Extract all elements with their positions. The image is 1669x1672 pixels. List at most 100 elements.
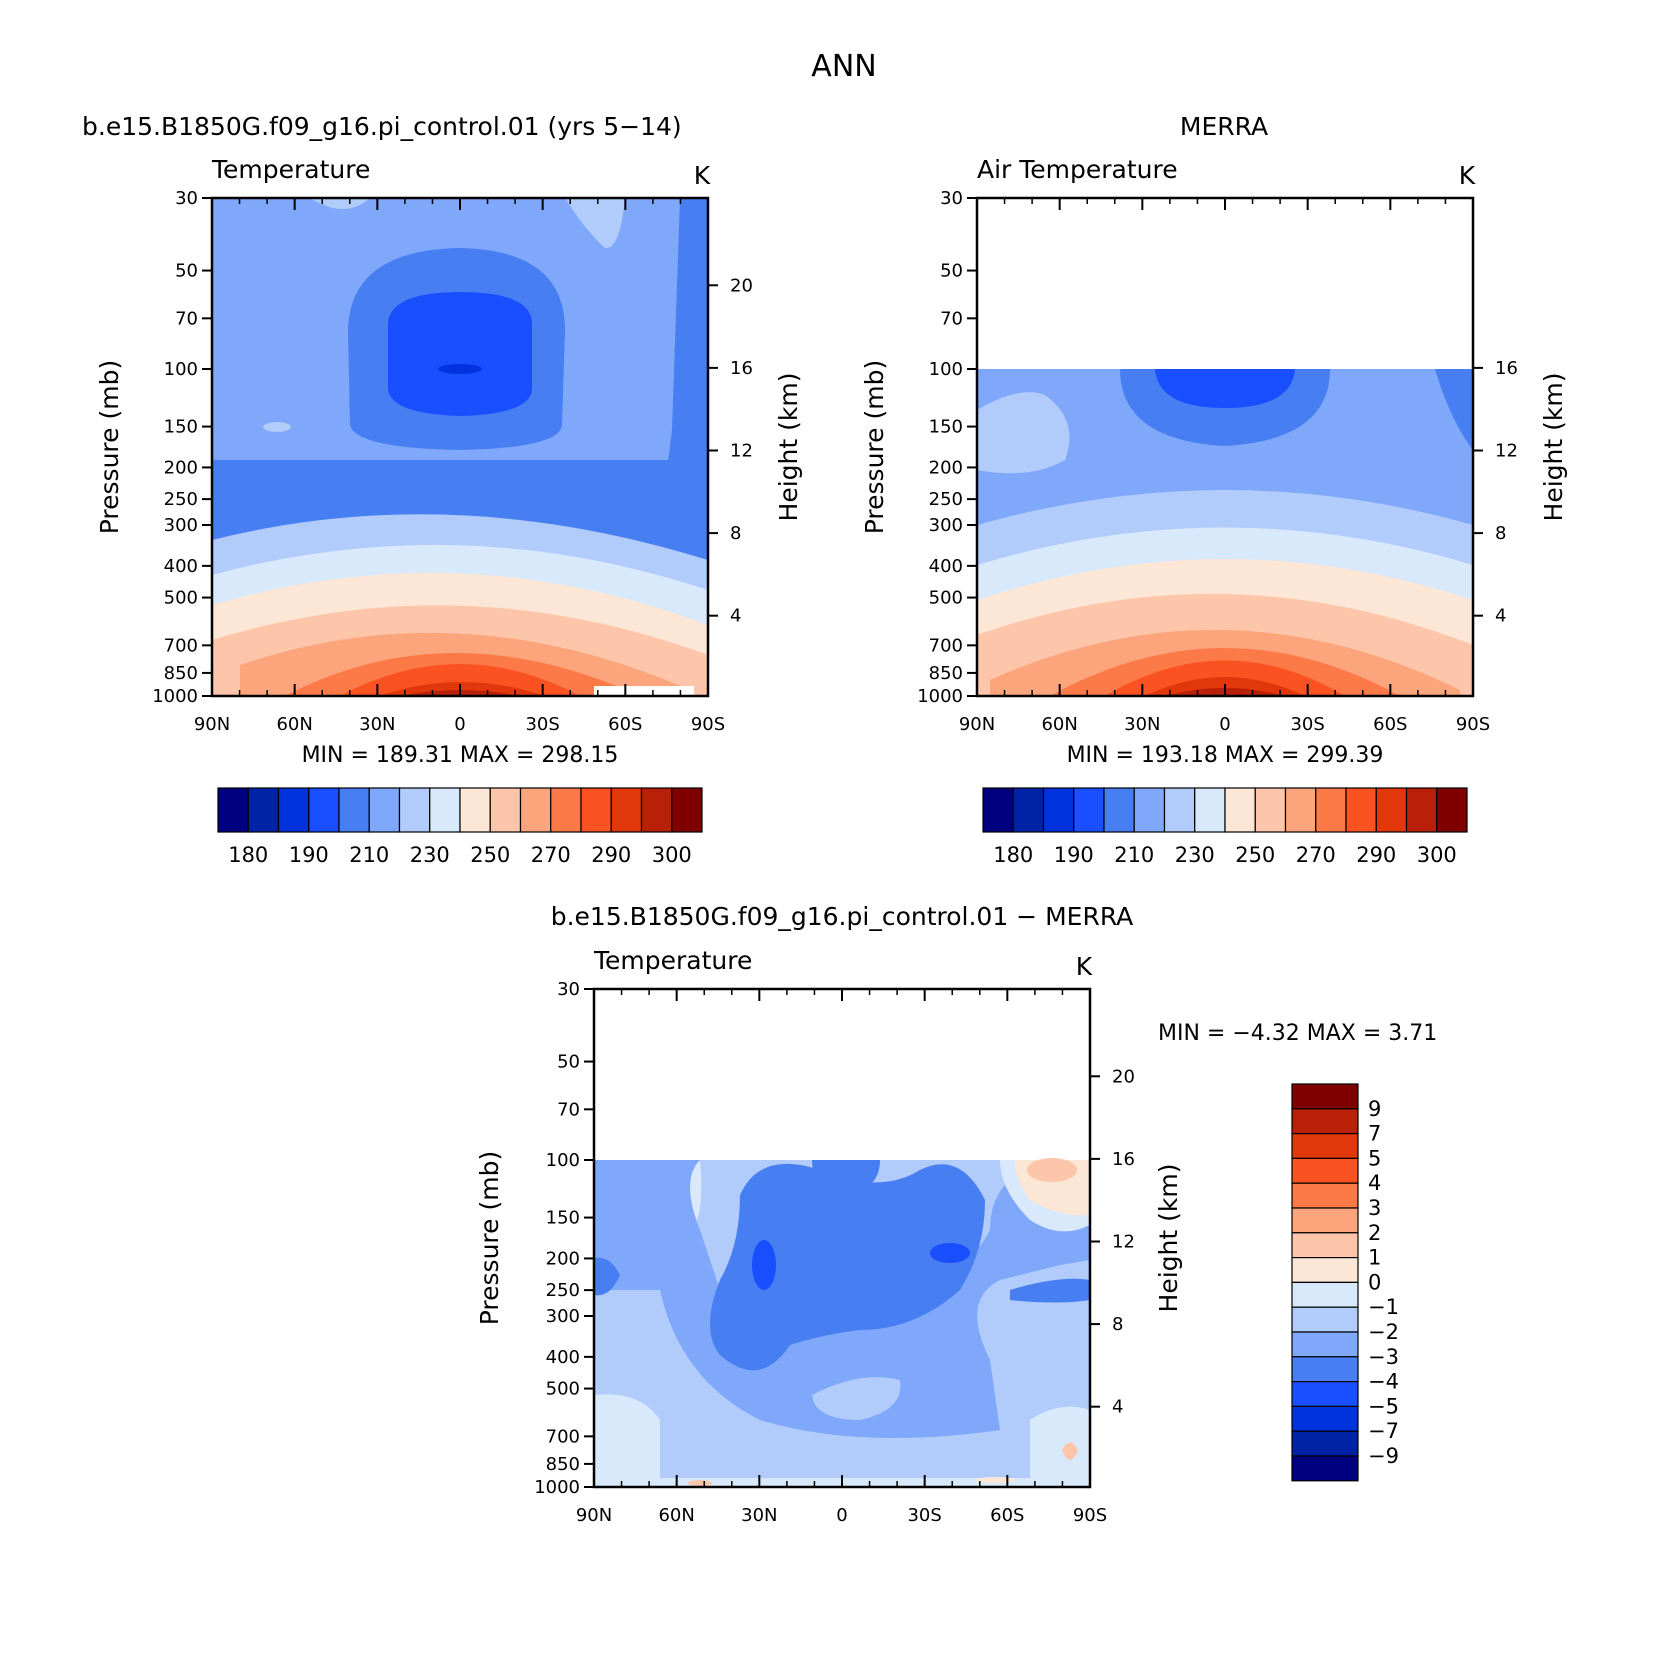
pressure-tick-label: 400 <box>546 1347 580 1368</box>
colorbar-label: 5 <box>1368 1146 1381 1170</box>
pressure-tick-label: 400 <box>929 556 963 577</box>
panel-obs-colorbar: 180 190 210 230 250 270 290 300 <box>982 787 1468 867</box>
colorbar-swatch <box>1291 1430 1359 1457</box>
lat-tick-label: 60N <box>1041 714 1077 735</box>
pressure-tick-label: 150 <box>164 417 198 438</box>
height-tick-label: 16 <box>730 358 753 379</box>
colorbar-swatch <box>1291 1281 1359 1308</box>
colorbar-swatch <box>1224 787 1256 833</box>
colorbar-swatch <box>1291 1083 1359 1110</box>
colorbar-swatch <box>1345 787 1377 833</box>
trop-upper-cold <box>812 1160 880 1195</box>
sh-cold-tongue <box>1010 1278 1090 1303</box>
lat-tick-label: 30N <box>741 1505 777 1526</box>
colorbar-swatch <box>1012 787 1045 833</box>
lat-tick-label: 60S <box>990 1505 1024 1526</box>
panel-diff-minmax: MIN = −4.32 MAX = 3.71 <box>1158 1021 1437 1046</box>
pressure-tick-label: 30 <box>940 188 963 209</box>
colorbar-label: −9 <box>1368 1444 1399 1468</box>
pressure-tick-label: 100 <box>546 1150 580 1171</box>
sh-polar-cold <box>662 198 708 540</box>
lat-tick-label: 0 <box>454 714 465 735</box>
colorbar-swatch <box>1194 787 1226 833</box>
colorbar-swatch <box>1291 1455 1359 1482</box>
colorbar-label: −1 <box>1368 1295 1399 1319</box>
panel-obs-contours <box>977 369 1473 696</box>
pressure-tick-label: 250 <box>929 489 963 510</box>
lat-tick-label: 60N <box>658 1505 694 1526</box>
sh-warm-core <box>1027 1158 1077 1182</box>
trop-min-inner <box>388 292 532 416</box>
pressure-tick-label: 700 <box>164 635 198 656</box>
missing-strip <box>594 686 694 696</box>
height-tick-label: 12 <box>1495 440 1518 461</box>
colorbar-swatch <box>1291 1256 1359 1283</box>
colorbar-label: 1 <box>1368 1246 1381 1270</box>
colorbar-label: 190 <box>1054 843 1094 867</box>
nh-surface-patch <box>594 1394 660 1487</box>
panel-diff-contours <box>594 1158 1090 1487</box>
band-minus4 <box>710 1163 985 1371</box>
panel-model-left-label: Temperature <box>211 155 370 184</box>
colorbar-label: 180 <box>228 843 268 867</box>
lat-tick-label: 60S <box>608 714 642 735</box>
pressure-tick-label: 200 <box>164 457 198 478</box>
colorbar-label: 290 <box>591 843 631 867</box>
panel-model-ylabel: Pressure (mb) <box>95 360 124 534</box>
panel-diff-left-label: Temperature <box>593 946 752 975</box>
pressure-tick-label: 30 <box>557 979 580 1000</box>
colorbar-swatch <box>1291 1331 1359 1358</box>
panel-obs-units: K <box>1459 161 1476 190</box>
colorbar-swatch <box>368 787 401 833</box>
colorbar-label: 250 <box>1235 843 1275 867</box>
colorbar-swatch <box>429 787 461 833</box>
panel-diff-title: b.e15.B1850G.f09_g16.pi_control.01 − MER… <box>551 902 1134 931</box>
pressure-tick-label: 200 <box>546 1248 580 1269</box>
sh-surface-patch <box>1030 1406 1090 1480</box>
colorbar-label: 9 <box>1368 1097 1381 1121</box>
pressure-tick-label: 1000 <box>917 686 963 707</box>
colorbar-swatch <box>1291 1232 1359 1259</box>
height-tick-label: 16 <box>1112 1149 1135 1170</box>
pressure-tick-label: 700 <box>546 1426 580 1447</box>
colorbar-label: 180 <box>993 843 1033 867</box>
colorbar-swatch <box>519 787 552 833</box>
colorbar-swatch <box>1291 1356 1359 1383</box>
pressure-tick-label: 70 <box>557 1099 580 1120</box>
surface-warm-spot <box>688 1480 712 1486</box>
pressure-tick-label: 500 <box>546 1379 580 1400</box>
colorbar-swatch <box>1405 787 1438 833</box>
main-title: ANN <box>811 49 876 84</box>
colorbar-swatch <box>1103 787 1135 833</box>
colorbar-swatch <box>277 787 310 833</box>
height-tick-label: 8 <box>1112 1314 1123 1335</box>
pressure-tick-label: 850 <box>929 663 963 684</box>
colorbar-swatch <box>489 787 522 833</box>
colorbar-swatch <box>308 787 340 833</box>
colorbar-label: −7 <box>1368 1419 1399 1443</box>
pressure-tick-label: 400 <box>164 556 198 577</box>
pressure-tick-label: 300 <box>546 1306 580 1327</box>
panel-model-contours <box>212 198 708 696</box>
colorbar-label: 7 <box>1368 1122 1381 1146</box>
nh-warm-patch <box>977 392 1070 474</box>
lat-tick-label: 60N <box>276 714 312 735</box>
panel-model-y2label: Height (km) <box>774 373 803 522</box>
height-tick-label: 20 <box>1112 1066 1135 1087</box>
lat-tick-label: 0 <box>836 1505 847 1526</box>
pressure-tick-label: 500 <box>929 588 963 609</box>
panel-model-axes: 3050701001502002503004005007008501000481… <box>152 188 753 735</box>
pressure-tick-label: 100 <box>929 359 963 380</box>
colorbar-label: 300 <box>652 843 692 867</box>
lat-tick-label: 30S <box>1290 714 1324 735</box>
pressure-tick-label: 250 <box>164 489 198 510</box>
panel-model-minmax: MIN = 189.31 MAX = 298.15 <box>302 743 619 768</box>
pressure-tick-label: 50 <box>940 261 963 282</box>
pressure-tick-label: 1000 <box>534 1477 580 1498</box>
panel-obs: MERRA Air Temperature K 30 50 70 100 150 200 2… <box>860 112 1568 867</box>
colorbar-swatch <box>1284 787 1317 833</box>
pressure-tick-label: 50 <box>175 261 198 282</box>
pressure-tick-label: 30 <box>175 188 198 209</box>
